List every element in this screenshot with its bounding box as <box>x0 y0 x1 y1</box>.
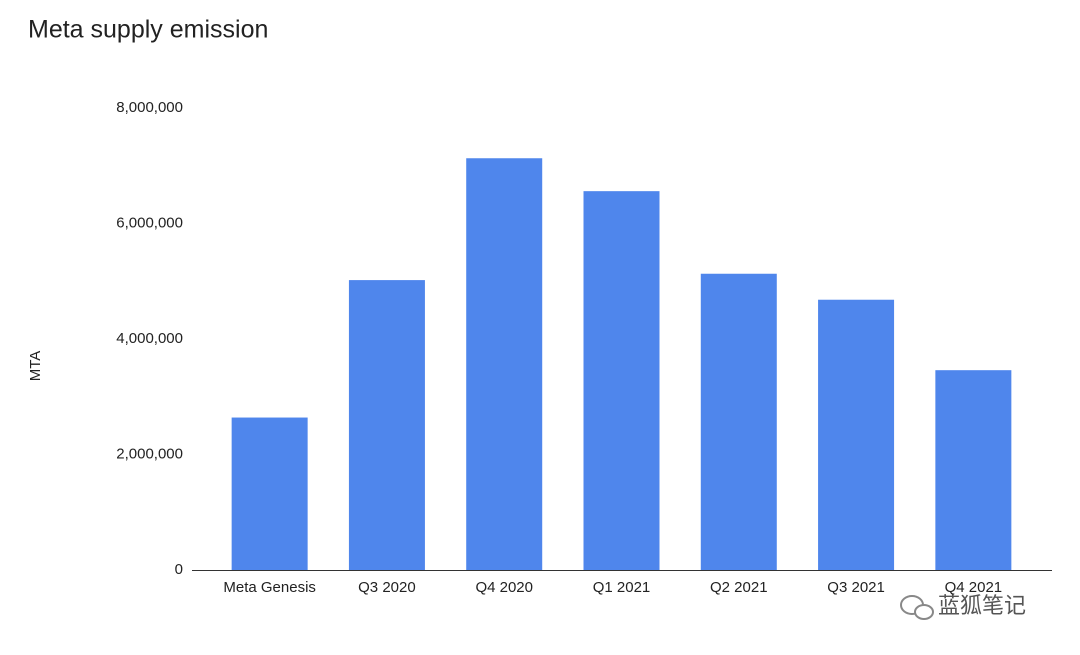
y-axis-label: MTA <box>27 351 44 382</box>
x-tick-label: Meta Genesis <box>223 579 316 596</box>
bar <box>466 158 543 570</box>
watermark: 蓝狐笔记 <box>938 593 1026 618</box>
bar <box>935 370 1012 570</box>
x-tick-label: Q3 2021 <box>827 579 885 596</box>
x-tick-label: Q3 2020 <box>358 579 416 596</box>
y-tick-label: 8,000,000 <box>116 99 183 116</box>
x-tick-label: Q4 2020 <box>475 579 533 596</box>
y-tick-label: 4,000,000 <box>116 330 183 347</box>
bar <box>348 280 425 570</box>
bar <box>700 273 777 570</box>
y-tick-label: 0 <box>175 561 183 578</box>
bar <box>818 299 895 570</box>
x-tick-label: Q1 2021 <box>593 579 651 596</box>
chart-title: Meta supply emission <box>28 16 268 44</box>
bar <box>231 417 308 570</box>
y-tick-label: 2,000,000 <box>116 445 183 462</box>
y-tick-label: 6,000,000 <box>116 214 183 231</box>
x-tick-label: Q4 2021 <box>945 579 1003 596</box>
bar <box>583 191 660 570</box>
x-tick-label: Q2 2021 <box>710 579 768 596</box>
watermark-icon <box>900 595 934 620</box>
